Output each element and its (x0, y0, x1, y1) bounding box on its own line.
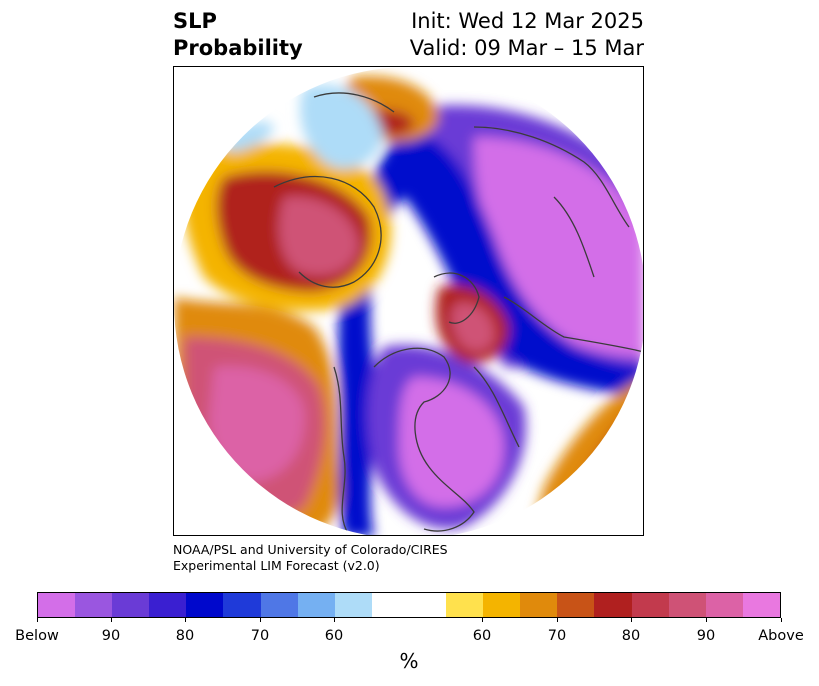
region-above-pacific-max (209, 366, 305, 482)
colorbar-tick-label: Below (15, 628, 59, 644)
colorbar-tick-mark (781, 618, 782, 622)
colorbar (37, 592, 781, 618)
colorbar-tick-label: 80 (175, 628, 195, 644)
colorbar-segment (742, 593, 780, 617)
colorbar-segment (520, 593, 558, 617)
colorbar-segment (483, 593, 521, 617)
colorbar-segment (260, 593, 298, 617)
colorbar-tick-mark (482, 618, 483, 622)
init-date: Init: Wed 12 Mar 2025 (411, 9, 644, 33)
colorbar-segment (223, 593, 261, 617)
colorbar-tick-mark (260, 618, 261, 622)
colorbar-segment (38, 593, 76, 617)
colorbar-tick-label: 70 (250, 628, 270, 644)
title-variable: SLP (173, 9, 217, 33)
colorbar-segment (668, 593, 706, 617)
colorbar-tick-label: 60 (324, 628, 344, 644)
coastlines (273, 92, 643, 535)
colorbar-tick-mark (706, 618, 707, 622)
colorbar-segment (334, 593, 372, 617)
colorbar-tick-label: 90 (101, 628, 121, 644)
colorbar-segment (446, 593, 484, 617)
colorbar-tick-mark (334, 618, 335, 622)
region-light-blue-north (300, 84, 384, 169)
colorbar-tick-label: Above (758, 628, 804, 644)
title-quantity: Probability (173, 36, 303, 60)
credit: NOAA/PSL and University of Colorado/CIRE… (173, 542, 448, 574)
colorbar-segment (75, 593, 113, 617)
colorbar-tick-label: 60 (472, 628, 492, 644)
credit-line1: NOAA/PSL and University of Colorado/CIRE… (173, 542, 448, 557)
colorbar-segment (371, 593, 447, 617)
colorbar-tick-label: 90 (696, 628, 716, 644)
colorbar-segment (631, 593, 669, 617)
valid-range: Valid: 09 Mar – 15 Mar (409, 36, 644, 60)
colorbar-segment (705, 593, 743, 617)
colorbar-segment (557, 593, 595, 617)
map-panel (173, 66, 644, 536)
colorbar-segment (112, 593, 150, 617)
probability-map (174, 67, 643, 535)
colorbar-tick-label: 80 (621, 628, 641, 644)
colorbar-segment (594, 593, 632, 617)
region-below-north-america-core (399, 377, 504, 507)
region-above-scandinavia-core (451, 302, 495, 353)
credit-line2: Experimental LIM Forecast (v2.0) (173, 558, 380, 573)
colorbar-segment (297, 593, 335, 617)
colorbar-segment (149, 593, 187, 617)
colorbar-unit: % (399, 649, 419, 673)
colorbar-segment (186, 593, 224, 617)
colorbar-tick-mark (557, 618, 558, 622)
region-above-siberia-max (279, 196, 359, 276)
title-right: Init: Wed 12 Mar 2025 Valid: 09 Mar – 15… (410, 8, 644, 62)
colorbar-tick-mark (631, 618, 632, 622)
colorbar-tick-mark (111, 618, 112, 622)
colorbar-tick-mark (185, 618, 186, 622)
colorbar-tick-mark (37, 618, 38, 622)
title-left: SLP Probability (173, 8, 303, 62)
colorbar-tick-label: 70 (547, 628, 567, 644)
